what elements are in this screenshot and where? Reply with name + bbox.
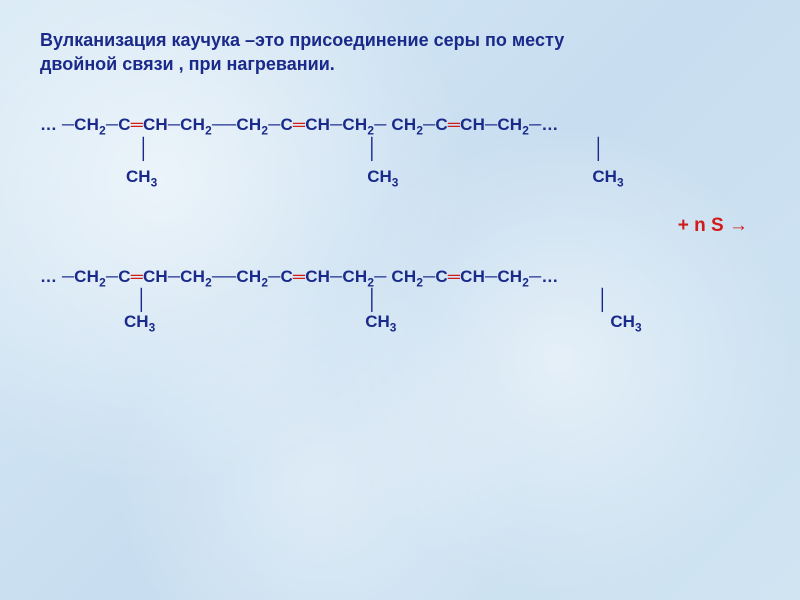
ellipsis-icon: … xyxy=(40,267,57,286)
double-bond-icon: ═ xyxy=(293,267,305,286)
title-line-2: двойной связи , при нагревании. xyxy=(40,52,760,76)
vertical-bond-icon: │ xyxy=(367,290,380,310)
ellipsis-icon: … xyxy=(541,267,558,286)
double-bond-icon: ═ xyxy=(448,267,460,286)
chain-2-main-line: … ─CH2─C═CH─CH2──CH2─C═CH─CH2─ CH2─C═CH─… xyxy=(40,267,760,289)
double-bond-icon: ═ xyxy=(293,115,305,134)
methyl-group: CH3 xyxy=(610,312,641,331)
title-line-1: Вулканизация каучука –это присоединение … xyxy=(40,28,760,52)
slide-title: Вулканизация каучука –это присоединение … xyxy=(40,28,760,77)
methyl-group: CH3 xyxy=(367,167,398,186)
methyl-group: CH3 xyxy=(126,167,157,186)
ellipsis-icon: … xyxy=(541,115,558,134)
reagent-line: + n S → xyxy=(40,215,760,237)
chain-1-vertical-bonds: │ │ │ xyxy=(40,139,760,159)
double-bond-icon: ═ xyxy=(131,267,143,286)
polymer-chain-2: … ─CH2─C═CH─CH2──CH2─C═CH─CH2─ CH2─C═CH─… xyxy=(40,267,760,334)
chain-1-substituents: CH3 CH3 CH3 xyxy=(40,167,760,189)
polymer-chain-1: … ─CH2─C═CH─CH2──CH2─C═CH─CH2─ CH2─C═CH─… xyxy=(40,115,760,190)
double-bond-icon: ═ xyxy=(448,115,460,134)
vertical-bond-icon: │ xyxy=(367,139,380,159)
vertical-bond-icon: │ xyxy=(597,290,610,310)
chain-2-substituents: CH3 CH3 CH3 xyxy=(40,312,760,334)
vertical-bond-icon: │ xyxy=(138,139,151,159)
vertical-bond-icon: │ xyxy=(593,139,606,159)
ellipsis-icon: … xyxy=(40,115,57,134)
vertical-bond-icon: │ xyxy=(136,290,149,310)
methyl-group: CH3 xyxy=(124,312,155,331)
chain-1-main-line: … ─CH2─C═CH─CH2──CH2─C═CH─CH2─ CH2─C═CH─… xyxy=(40,115,760,137)
methyl-group: CH3 xyxy=(592,167,623,186)
double-bond-icon: ═ xyxy=(131,115,143,134)
chain-2-vertical-bonds: │ │ │ xyxy=(40,290,760,310)
methyl-group: CH3 xyxy=(365,312,396,331)
